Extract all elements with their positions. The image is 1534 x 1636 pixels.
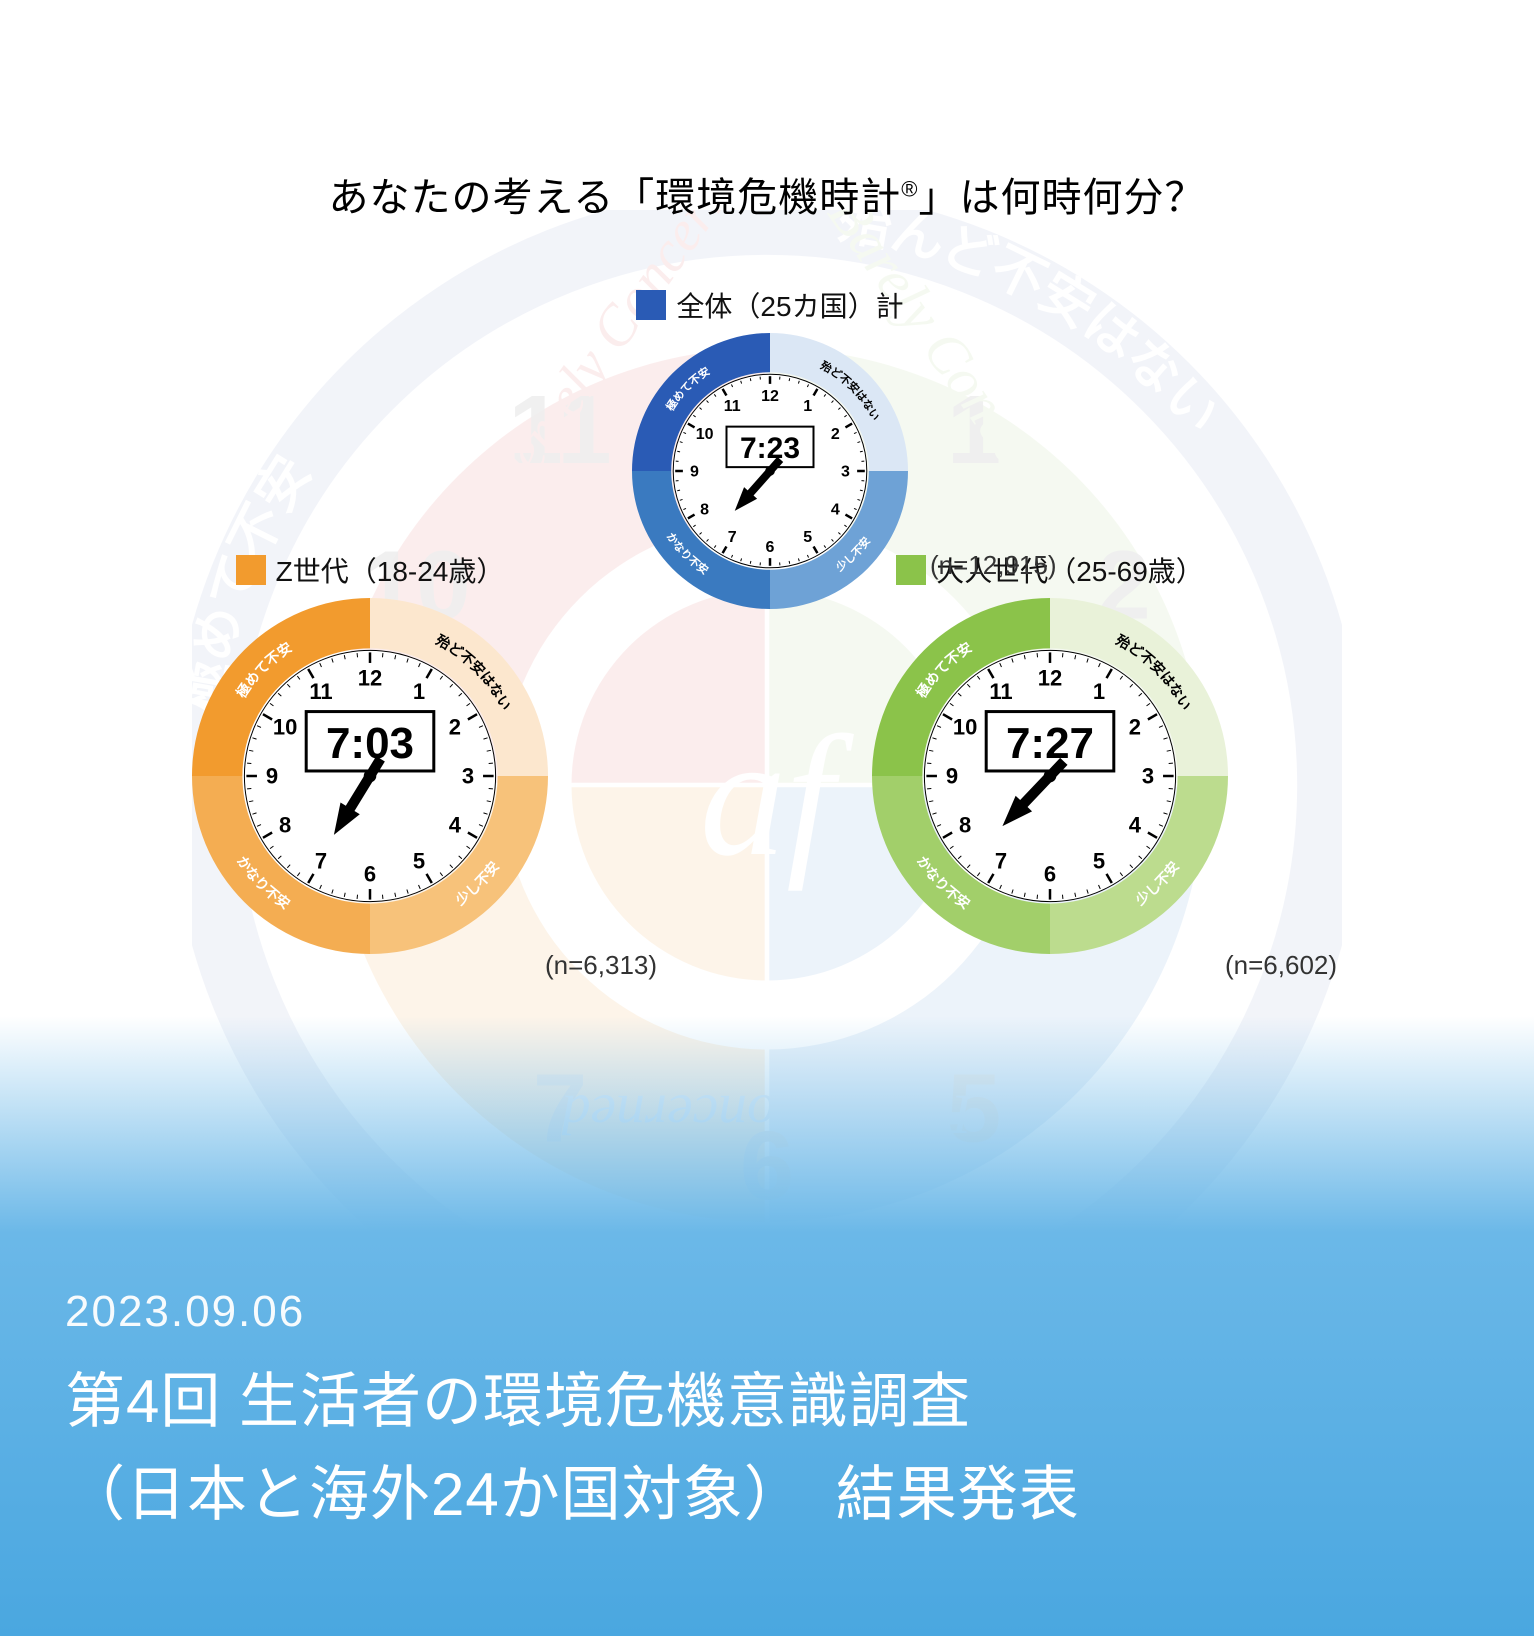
footer-date: 2023.09.06 [65, 1287, 1080, 1337]
svg-text:5: 5 [413, 849, 425, 874]
svg-text:12: 12 [761, 388, 779, 405]
clock-label: Z世代（18-24歳） [276, 550, 505, 590]
svg-text:6: 6 [364, 862, 376, 887]
svg-text:11: 11 [989, 679, 1012, 704]
sample-size-label: (n=6,602) [1225, 950, 1337, 981]
svg-text:2: 2 [1129, 715, 1141, 740]
footer: 2023.09.06 第4回 生活者の環境危機意識調査 （日本と海外24か国対象… [65, 1287, 1080, 1541]
sample-size-label: (n=6,313) [545, 950, 657, 981]
svg-text:3: 3 [1142, 764, 1154, 789]
clock-top: 全体（25カ国）計 殆ど不安はない少し不安かなり不安極めて不安123456789… [630, 285, 910, 611]
clock-label: 全体（25カ国）計 [676, 285, 903, 325]
svg-text:12: 12 [1038, 666, 1062, 691]
svg-text:8: 8 [700, 501, 709, 518]
clock-right: 大人世代（25-69歳） 殆ど不安はない少し不安かなり不安極めて不安123456… [870, 550, 1230, 956]
sample-size-label: (n=12,915) [930, 550, 1056, 581]
svg-text:4: 4 [449, 813, 462, 838]
svg-text:9: 9 [266, 764, 278, 789]
svg-text:11: 11 [309, 679, 332, 704]
svg-text:7:23: 7:23 [740, 432, 800, 465]
svg-text:9: 9 [946, 764, 958, 789]
svg-text:9: 9 [690, 464, 699, 481]
legend-swatch [636, 290, 666, 320]
svg-text:4: 4 [831, 501, 840, 518]
svg-text:10: 10 [273, 715, 297, 740]
svg-text:4: 4 [1129, 813, 1142, 838]
svg-text:1: 1 [413, 679, 425, 704]
page-title: あなたの考える「環境危機時計®」は何時何分？ [0, 165, 1534, 223]
clock-legend: 全体（25カ国）計 [630, 285, 910, 325]
svg-text:11: 11 [724, 398, 741, 415]
svg-text:7:03: 7:03 [326, 719, 414, 768]
svg-text:8: 8 [279, 813, 291, 838]
svg-text:6: 6 [766, 539, 775, 556]
clock-left: Z世代（18-24歳） 殆ど不安はない少し不安かなり不安極めて不安1234567… [190, 550, 550, 956]
svg-text:7: 7 [315, 849, 327, 874]
svg-text:8: 8 [959, 813, 971, 838]
svg-text:7:27: 7:27 [1006, 719, 1094, 768]
svg-text:1: 1 [1093, 679, 1105, 704]
svg-text:10: 10 [953, 715, 977, 740]
legend-swatch [896, 555, 926, 585]
svg-text:1: 1 [803, 398, 812, 415]
svg-text:6: 6 [1044, 862, 1056, 887]
svg-text:3: 3 [462, 764, 474, 789]
svg-text:10: 10 [696, 426, 714, 443]
legend-swatch [236, 555, 266, 585]
footer-title: 第4回 生活者の環境危機意識調査 （日本と海外24か国対象） 結果発表 [65, 1355, 1080, 1541]
clocks-area: 全体（25カ国）計 殆ど不安はない少し不安かなり不安極めて不安123456789… [0, 230, 1534, 990]
svg-text:5: 5 [803, 529, 812, 546]
svg-text:3: 3 [841, 464, 850, 481]
svg-text:7: 7 [728, 529, 737, 546]
svg-text:2: 2 [449, 715, 461, 740]
svg-text:12: 12 [358, 666, 382, 691]
svg-text:7: 7 [995, 849, 1007, 874]
svg-text:2: 2 [831, 426, 840, 443]
svg-text:5: 5 [1093, 849, 1105, 874]
clock-legend: Z世代（18-24歳） [190, 550, 550, 590]
